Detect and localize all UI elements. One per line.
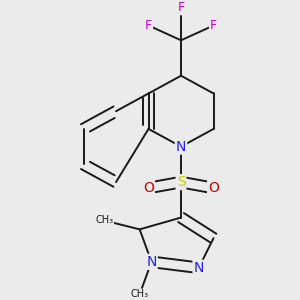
Text: F: F [145, 19, 152, 32]
Text: N: N [176, 140, 186, 154]
Text: F: F [178, 1, 184, 14]
Text: N: N [194, 261, 204, 275]
Text: F: F [210, 19, 217, 32]
Text: O: O [143, 181, 154, 195]
Text: O: O [208, 181, 219, 195]
Text: N: N [146, 255, 157, 269]
Text: S: S [177, 175, 185, 189]
Text: CH₃: CH₃ [130, 290, 149, 299]
Text: CH₃: CH₃ [95, 215, 113, 226]
